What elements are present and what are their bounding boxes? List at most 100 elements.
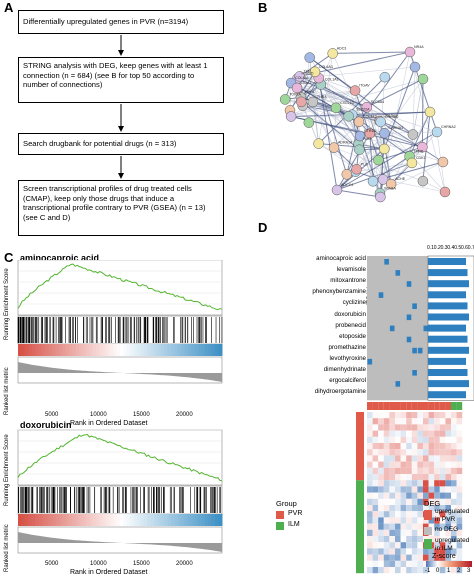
- expression-cell: [434, 511, 440, 518]
- expression-cell: [445, 455, 451, 462]
- zscore-tick-3: 1: [447, 568, 451, 574]
- expression-cell: [445, 449, 451, 456]
- expression-cell: [395, 517, 401, 524]
- gsea-rank-color-bar-segment: [52, 344, 56, 356]
- expression-cell: [423, 430, 429, 437]
- expression-cell: [434, 498, 440, 505]
- gsea-rank-color-bar-segment: [62, 344, 67, 356]
- expression-cell: [456, 529, 463, 536]
- expression-cell: [383, 542, 390, 549]
- bar-score: [428, 269, 468, 277]
- deg-legend-swatch-up-pvr: [424, 510, 432, 520]
- gsea-rank-color-bar-segment: [120, 514, 124, 526]
- expression-cell: [383, 548, 390, 555]
- gsea-rank-color-bar-segment: [130, 344, 135, 356]
- expression-cell: [389, 480, 395, 487]
- expression-cell: [383, 412, 390, 419]
- network-node: [373, 154, 384, 166]
- bar-score: [428, 313, 469, 321]
- drug-label: levothyroxine: [329, 354, 366, 362]
- gsea-rank-color-bar-segment: [154, 344, 158, 356]
- gsea-rank-color-bar-segment: [211, 514, 216, 526]
- expression-cell: [383, 492, 390, 499]
- expression-cell: [423, 424, 429, 431]
- network-node-label: THR: [304, 69, 312, 73]
- expression-cell: [400, 436, 407, 443]
- network-node-label: PLG: [361, 162, 368, 166]
- expression-cell: [383, 567, 390, 574]
- gsea-rank-color-bar-segment: [21, 514, 26, 526]
- deg-annotation-cell: [423, 402, 429, 410]
- network-edge: [355, 162, 413, 172]
- expression-cell: [456, 486, 463, 493]
- expression-cell: [395, 554, 401, 561]
- bar-score: [428, 302, 468, 310]
- expression-cell: [451, 418, 457, 425]
- expression-cell: [378, 529, 384, 536]
- expression-cell: [389, 474, 395, 481]
- expression-cell: [456, 517, 463, 524]
- expression-cell: [439, 492, 446, 499]
- expression-cell: [439, 449, 446, 456]
- expression-cell: [372, 498, 379, 505]
- expression-cell: [428, 430, 435, 437]
- network-node-label: CHRNA2: [441, 125, 456, 129]
- gsea-hits-frame: [17, 485, 223, 515]
- expression-cell: [445, 554, 451, 561]
- expression-cell: [400, 542, 407, 549]
- deg-legend-title: DEG: [424, 499, 441, 508]
- drug-label: dimenhydrinate: [323, 366, 366, 373]
- network-edge: [379, 51, 411, 194]
- expression-cell: [367, 517, 373, 524]
- expression-cell: [383, 467, 390, 474]
- gsea-rank-color-bar-segment: [164, 344, 169, 356]
- bar-axis-tick: 0.4: [447, 245, 455, 251]
- network-edge: [380, 162, 413, 198]
- gsea-rank-color-bar-segment: [184, 514, 189, 526]
- network-node-label: ADCY4: [341, 183, 353, 187]
- network-edge: [336, 133, 385, 191]
- network-node-label: COL4A2: [363, 115, 377, 119]
- zscore-legend-title: Z-score: [432, 553, 456, 560]
- bar-score: [428, 258, 466, 265]
- zscore-colorbar: [426, 561, 472, 567]
- expression-cell: [411, 412, 418, 419]
- expression-cell: [439, 498, 446, 505]
- expression-cell: [423, 498, 429, 505]
- expression-cell: [445, 436, 451, 443]
- gsea-plots: [17, 260, 223, 554]
- gsea-rank-color-bar-segment: [150, 514, 155, 526]
- expression-cell: [400, 498, 407, 505]
- expression-cell: [411, 498, 418, 505]
- expression-cell: [400, 554, 407, 561]
- gsea-rank-color-bar-segment: [109, 344, 114, 356]
- expression-cell: [406, 505, 412, 512]
- expression-cell: [378, 461, 384, 468]
- expression-cell: [428, 467, 435, 474]
- network-node-label: NR4A: [414, 45, 424, 49]
- expression-cell: [389, 505, 395, 512]
- network-node-label: CDK1: [416, 156, 426, 160]
- expression-cell: [395, 536, 401, 543]
- bar-score: [428, 335, 468, 343]
- expression-cell: [434, 461, 440, 468]
- expression-cell: [367, 554, 373, 561]
- gsea-rank-color-bar-segment: [41, 344, 46, 356]
- expression-cell: [451, 529, 457, 536]
- expression-cell: [439, 517, 446, 524]
- drug-label: levamisole: [336, 266, 366, 274]
- expression-cell: [406, 436, 412, 443]
- expression-cell: [428, 424, 435, 431]
- expression-cell: [451, 474, 457, 481]
- expression-cell: [445, 542, 451, 549]
- expression-cell: [395, 461, 401, 468]
- expression-cell: [395, 436, 401, 443]
- deg-annotation-cell: [378, 402, 384, 410]
- expression-cell: [456, 412, 463, 419]
- expression-cell: [423, 523, 429, 530]
- expression-cell: [428, 498, 435, 505]
- expression-cell: [400, 486, 407, 493]
- network-node: [409, 61, 421, 73]
- expression-cell: [400, 480, 407, 487]
